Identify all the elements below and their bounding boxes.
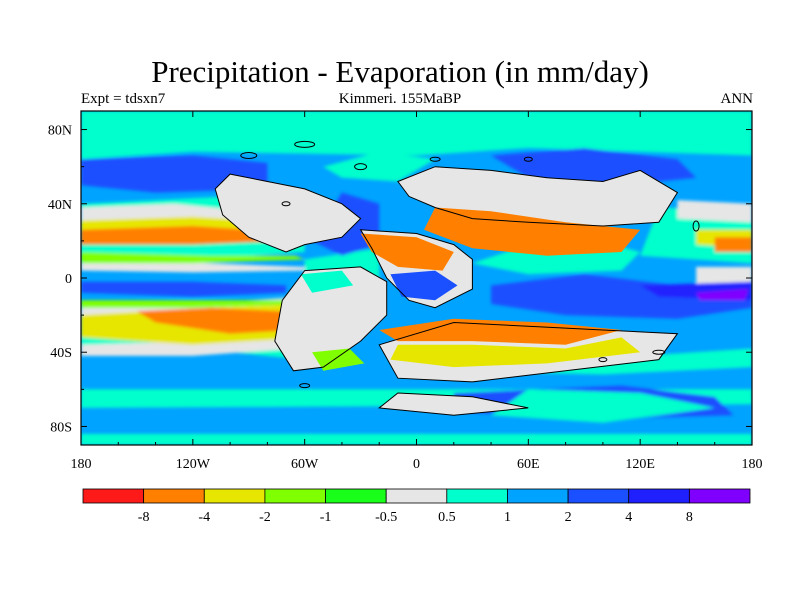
colorbar-swatch-6 (446, 488, 508, 504)
antarctic-land (379, 393, 529, 416)
south-gondwana-arid-region (379, 318, 622, 345)
colorbar-label-6: 1 (504, 510, 511, 525)
lat-tick-label-3: 40S (50, 346, 72, 361)
field-region-32 (491, 389, 715, 423)
lon-tick-label-1: 120W (176, 457, 211, 472)
colorbar-swatch-3 (264, 488, 326, 504)
lat-tick-label-4: 80S (50, 420, 72, 435)
lon-tick-label-3: 0 (413, 457, 420, 472)
field-region-23 (81, 281, 286, 297)
map-plot-area (81, 111, 752, 445)
axis-ticks: 180 120W 60W 0 60E 120E 180 80N 40N 0 40S 80S (48, 111, 763, 472)
africa-coastline (359, 229, 473, 309)
colorbar-label-5: 0.5 (438, 510, 456, 525)
field-region-18 (136, 307, 298, 334)
island-outline-2 (354, 163, 368, 171)
island-outline-7 (652, 349, 666, 355)
map-title: Precipitation - Evaporation (in mm/day) (151, 54, 649, 89)
colorbar: -8 -4 -2 -1 -0.5 0.5 1 2 4 8 (82, 488, 751, 525)
colorbar-label-0: -8 (138, 510, 150, 525)
south-america-land (274, 266, 387, 371)
colorbar-label-8: 4 (625, 510, 632, 525)
north-america-coastline (214, 173, 362, 253)
tethys-arid-region (424, 207, 641, 256)
lat-tick-label-0: 80N (48, 124, 72, 139)
field-region-21 (81, 300, 305, 308)
colorbar-swatch-8 (567, 488, 630, 504)
lat-tick-label-1: 40N (48, 198, 72, 213)
amazon-wet-region (300, 270, 354, 293)
south-gondwana-dry-region (390, 337, 641, 368)
colorbar-swatch-2 (203, 488, 266, 504)
lon-tick-label-5: 120E (625, 457, 655, 472)
season-label: ANN (720, 91, 754, 107)
lon-tick-label-0: 180 (71, 457, 92, 472)
lat-tick-label-2: 0 (65, 272, 72, 287)
field-region-29 (696, 289, 749, 301)
colorbar-swatch-5 (385, 488, 448, 504)
island-outline-8 (598, 357, 608, 363)
colorbar-swatch-9 (628, 488, 690, 504)
north-america-land (215, 174, 361, 252)
south-america-coastline (274, 266, 388, 372)
eurasia-coastline (397, 166, 679, 227)
field-region-12 (677, 200, 752, 223)
north-africa-arid-region (360, 233, 454, 271)
experiment-label: Expt = tdsxn7 (81, 91, 166, 107)
africa-wet-region (390, 270, 458, 301)
island-outline-9 (299, 383, 311, 389)
colorbar-label-1: -4 (198, 510, 210, 525)
field-region-20 (81, 252, 305, 264)
field-region-17 (81, 226, 286, 245)
period-label: Kimmeri. 155MaBP (338, 91, 462, 107)
colorbar-label-3: -1 (320, 510, 332, 525)
antarctic-coastline (377, 392, 529, 416)
island-outline-5 (281, 201, 291, 207)
island-outline-1 (294, 140, 316, 148)
colorbar-label-2: -2 (259, 510, 271, 525)
island-outline-4 (523, 156, 533, 162)
colorbar-swatch-1 (143, 488, 205, 504)
colorbar-label-9: 8 (686, 510, 693, 525)
island-outline-6 (692, 220, 700, 232)
colorbar-swatch-0 (82, 488, 145, 504)
lon-tick-label-6: 180 (742, 457, 763, 472)
island-outline-0 (240, 152, 258, 160)
field-region-0 (81, 111, 752, 160)
colorbar-label-7: 2 (565, 510, 572, 525)
field-region-19 (714, 237, 752, 252)
lon-tick-label-2: 60W (291, 457, 319, 472)
gondwana-south-coastline (378, 321, 679, 383)
island-outline-3 (429, 156, 441, 162)
colorbar-swatch-7 (507, 488, 569, 504)
colorbar-swatch-4 (325, 488, 387, 504)
colorbar-label-4: -0.5 (375, 510, 397, 525)
lon-tick-label-4: 60E (517, 457, 540, 472)
colorbar-swatch-10 (688, 488, 751, 504)
field-region-31 (323, 151, 436, 182)
